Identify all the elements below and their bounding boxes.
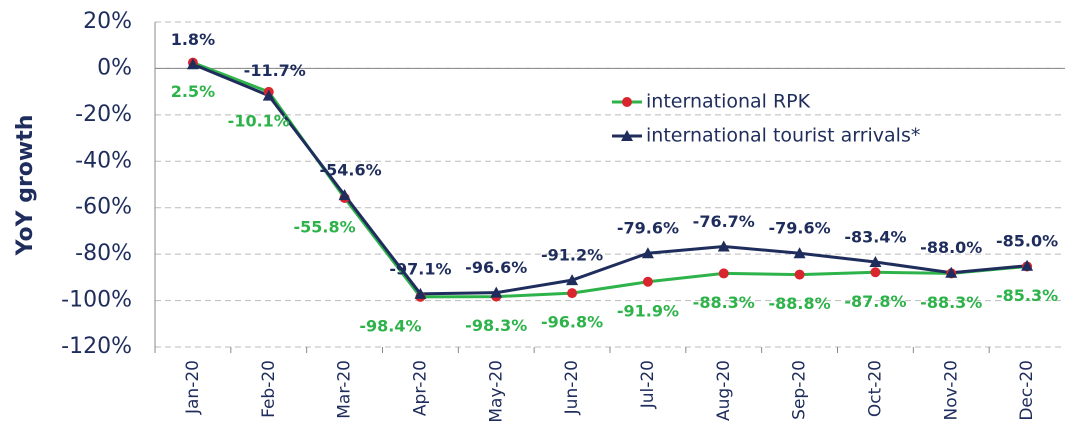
data-point [414, 287, 427, 299]
y-axis-title: YoY growth [13, 115, 38, 257]
y-tick-label: -60% [75, 195, 132, 220]
data-label: -91.9% [617, 301, 679, 320]
data-label: -88.0% [920, 238, 982, 257]
data-label: -98.3% [465, 316, 527, 335]
x-tick-label: Sep-20 [790, 360, 810, 420]
data-label: 1.8% [171, 30, 215, 49]
data-label: -91.2% [541, 246, 603, 265]
y-tick-label: -100% [61, 288, 132, 313]
data-point [870, 267, 881, 278]
data-label: -79.6% [617, 219, 679, 238]
x-tick-label: Feb-20 [259, 360, 279, 418]
x-tick-label: Apr-20 [410, 360, 430, 416]
y-tick-label: -80% [75, 241, 132, 266]
legend-marker [621, 130, 633, 141]
data-point [793, 247, 806, 259]
data-label: -76.7% [693, 212, 755, 231]
data-point [794, 269, 805, 280]
x-tick-label: Dec-20 [1017, 360, 1037, 421]
data-label: -10.1% [228, 111, 290, 130]
series-line [192, 62, 1028, 296]
data-point [490, 286, 503, 298]
data-point [641, 247, 654, 259]
legend-label: international tourist arrivals* [646, 125, 920, 147]
x-tick-label: Jan-20 [183, 360, 203, 415]
x-tick-label: May-20 [486, 360, 506, 423]
data-point [566, 274, 579, 286]
data-point [1021, 259, 1034, 271]
data-label: -96.6% [465, 258, 527, 277]
data-point [717, 240, 730, 252]
data-label: -11.7% [244, 61, 306, 80]
x-tick-label: Nov-20 [941, 360, 961, 421]
data-label: -79.6% [769, 219, 831, 238]
data-label: -85.0% [996, 231, 1058, 250]
x-tick-label: Jul-20 [638, 360, 658, 409]
data-label: -54.6% [320, 161, 382, 180]
data-label: -97.1% [389, 259, 451, 278]
legend-marker [622, 97, 632, 107]
x-tick-label: Mar-20 [335, 360, 355, 419]
legend-label: international RPK [646, 91, 811, 113]
data-label: -87.8% [844, 292, 906, 311]
data-label: 2.5% [171, 82, 215, 101]
data-point [869, 256, 882, 268]
data-label: -88.3% [693, 293, 755, 312]
x-tick-label: Oct-20 [865, 360, 885, 417]
series-line [192, 61, 1028, 299]
x-tick-label: Jun-20 [562, 360, 582, 415]
data-label: -88.3% [920, 293, 982, 312]
data-label: -85.3% [996, 286, 1058, 305]
data-label: -83.4% [844, 228, 906, 247]
data-point [567, 288, 578, 299]
y-tick-label: 20% [83, 9, 132, 34]
data-point [718, 268, 729, 279]
data-label: -88.8% [769, 294, 831, 313]
y-tick-label: -40% [75, 148, 132, 173]
data-label: -98.4% [359, 316, 421, 335]
data-point [338, 189, 351, 201]
data-point [642, 276, 653, 287]
y-tick-label: -120% [61, 334, 132, 359]
x-tick-label: Aug-20 [714, 360, 734, 421]
y-tick-label: -20% [75, 102, 132, 127]
data-label: -96.8% [541, 313, 603, 332]
data-point [262, 89, 275, 101]
data-point [186, 58, 199, 70]
data-point [945, 266, 958, 278]
data-label: -55.8% [294, 217, 356, 236]
y-tick-label: 0% [97, 55, 132, 80]
